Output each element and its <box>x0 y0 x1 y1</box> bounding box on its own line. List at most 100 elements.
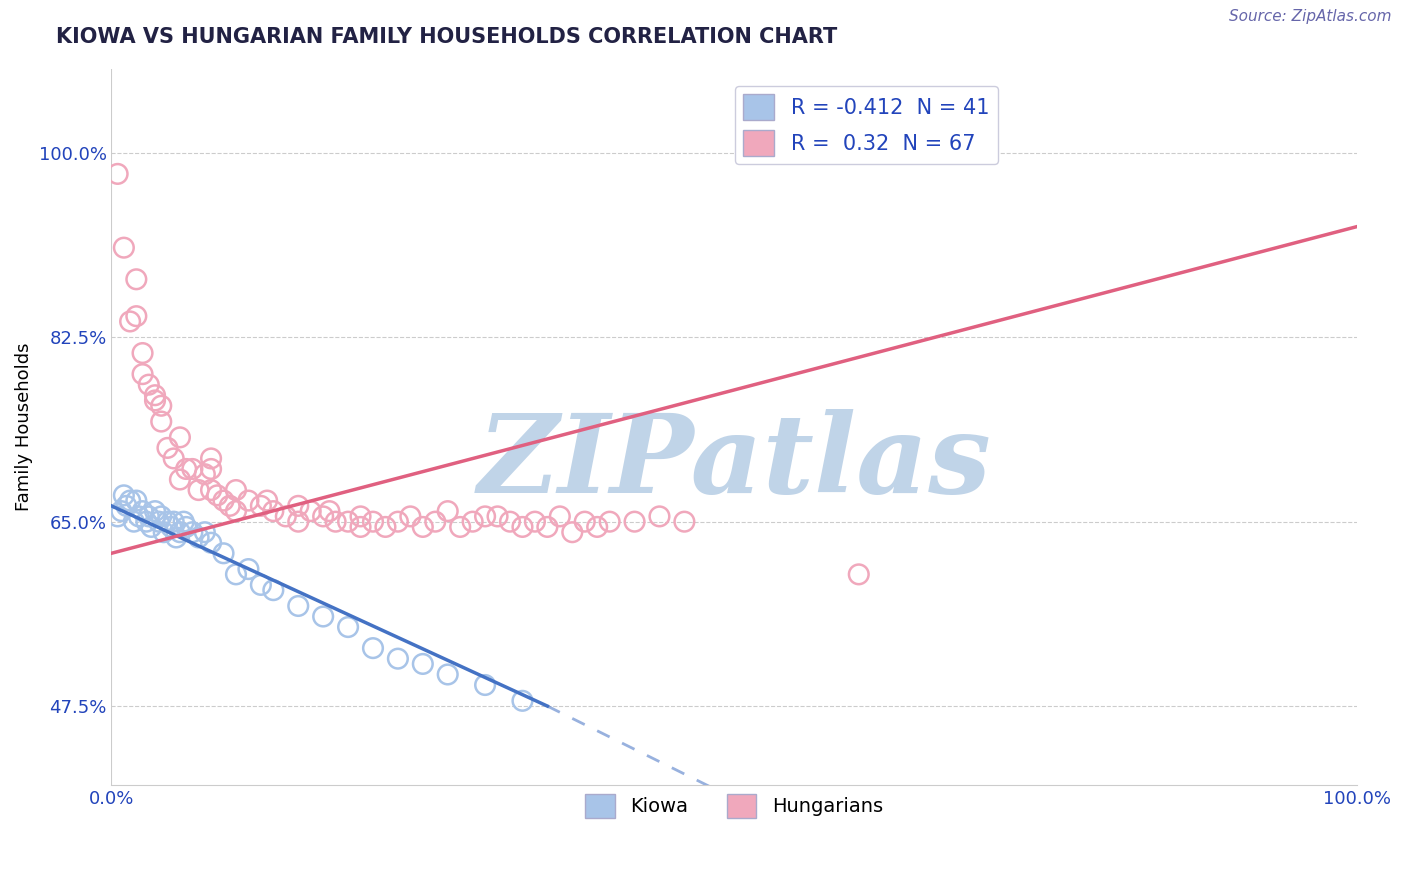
Point <box>387 651 409 665</box>
Point <box>623 515 645 529</box>
Point <box>238 493 260 508</box>
Point <box>287 515 309 529</box>
Point <box>131 367 153 381</box>
Point <box>250 499 273 513</box>
Point <box>318 504 340 518</box>
Point <box>218 499 240 513</box>
Text: Source: ZipAtlas.com: Source: ZipAtlas.com <box>1229 9 1392 24</box>
Point <box>474 509 496 524</box>
Point <box>548 509 571 524</box>
Point <box>256 493 278 508</box>
Point <box>337 515 360 529</box>
Point <box>399 509 422 524</box>
Point <box>143 393 166 408</box>
Point <box>523 515 546 529</box>
Point <box>163 515 186 529</box>
Point <box>112 488 135 502</box>
Point <box>512 520 534 534</box>
Point <box>187 531 209 545</box>
Text: KIOWA VS HUNGARIAN FAMILY HOUSEHOLDS CORRELATION CHART: KIOWA VS HUNGARIAN FAMILY HOUSEHOLDS COR… <box>56 27 838 46</box>
Point <box>299 504 322 518</box>
Point <box>287 599 309 613</box>
Point <box>131 504 153 518</box>
Point <box>848 567 870 582</box>
Point <box>173 515 195 529</box>
Point <box>312 509 335 524</box>
Point <box>125 272 148 286</box>
Point <box>112 241 135 255</box>
Point <box>165 531 187 545</box>
Point <box>512 694 534 708</box>
Point <box>115 499 138 513</box>
Point <box>574 515 596 529</box>
Point <box>349 520 371 534</box>
Point <box>673 515 696 529</box>
Point <box>238 562 260 576</box>
Text: ZIPatlas: ZIPatlas <box>477 409 991 516</box>
Point <box>212 493 235 508</box>
Point <box>156 515 179 529</box>
Point <box>150 415 173 429</box>
Point <box>143 388 166 402</box>
Point <box>425 515 447 529</box>
Point <box>169 473 191 487</box>
Point <box>138 509 160 524</box>
Point <box>225 504 247 518</box>
Point <box>107 167 129 181</box>
Point <box>361 515 384 529</box>
Point <box>200 462 222 476</box>
Point <box>474 678 496 692</box>
Point <box>225 483 247 497</box>
Point <box>143 504 166 518</box>
Legend: Kiowa, Hungarians: Kiowa, Hungarians <box>578 786 891 826</box>
Point <box>361 641 384 656</box>
Point <box>648 509 671 524</box>
Point <box>194 525 217 540</box>
Point <box>337 620 360 634</box>
Point <box>169 430 191 444</box>
Point <box>561 525 583 540</box>
Point <box>125 493 148 508</box>
Point <box>387 515 409 529</box>
Point <box>262 504 284 518</box>
Point <box>110 504 132 518</box>
Point <box>586 520 609 534</box>
Point <box>250 578 273 592</box>
Point <box>156 441 179 455</box>
Point <box>163 451 186 466</box>
Point <box>262 583 284 598</box>
Point <box>212 546 235 560</box>
Point <box>148 515 170 529</box>
Point <box>436 504 458 518</box>
Point <box>274 509 297 524</box>
Point <box>122 515 145 529</box>
Point <box>141 520 163 534</box>
Point <box>181 462 204 476</box>
Point <box>374 520 396 534</box>
Point <box>187 483 209 497</box>
Point <box>181 525 204 540</box>
Point <box>599 515 621 529</box>
Point <box>194 467 217 482</box>
Point <box>536 520 558 534</box>
Point <box>200 535 222 549</box>
Point <box>120 314 142 328</box>
Point <box>107 509 129 524</box>
Point <box>128 509 150 524</box>
Point <box>138 377 160 392</box>
Point <box>169 525 191 540</box>
Point <box>200 483 222 497</box>
Point <box>449 520 471 534</box>
Point <box>412 520 434 534</box>
Point <box>312 609 335 624</box>
Point <box>120 493 142 508</box>
Point <box>125 309 148 323</box>
Point <box>174 520 197 534</box>
Point <box>135 515 157 529</box>
Point <box>461 515 484 529</box>
Y-axis label: Family Households: Family Households <box>15 343 32 511</box>
Point <box>349 509 371 524</box>
Point <box>1284 820 1306 834</box>
Point <box>150 509 173 524</box>
Point <box>131 346 153 360</box>
